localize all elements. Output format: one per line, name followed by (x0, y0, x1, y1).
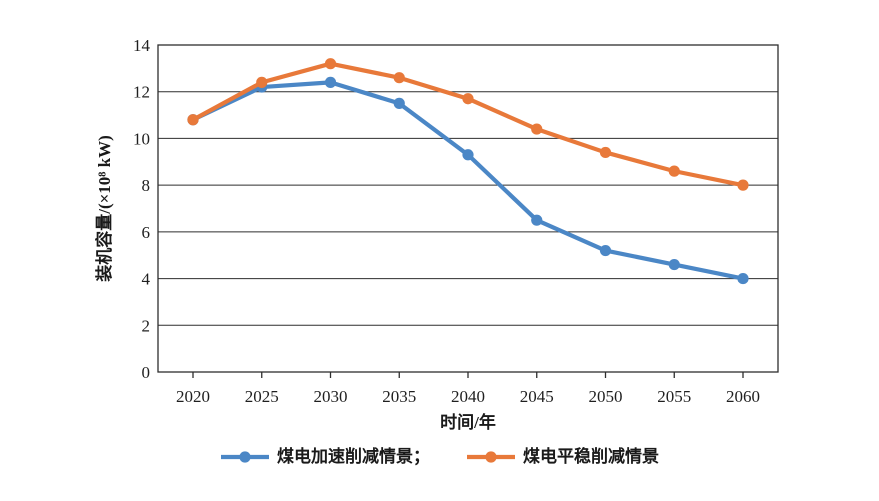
y-tick-label: 0 (142, 363, 151, 382)
data-point-accelerated-2055 (668, 258, 680, 271)
data-point-steady-2025 (256, 76, 268, 88)
legend-marker-accelerated (221, 450, 269, 463)
x-tick-label: 2055 (657, 387, 691, 406)
legend: 煤电加速削减情景； 煤电平稳削减情景 (0, 448, 879, 465)
x-tick-label: 2060 (726, 387, 760, 406)
x-axis-title: 时间/年 (440, 412, 496, 432)
y-tick-label: 14 (133, 36, 151, 55)
data-point-steady-2040 (462, 93, 474, 105)
plot-area: 2020 2025 2030 2035 2040 2045 2050 2055 2060 0 2 4 6… (94, 36, 779, 432)
x-tick-label: 2040 (451, 387, 485, 406)
y-tick-label: 6 (142, 223, 151, 242)
x-tick-label: 2025 (245, 387, 279, 406)
y-tick-label: 4 (142, 270, 151, 289)
legend-marker-steady (467, 450, 515, 463)
legend-label-accelerated: 煤电加速削减情景； (277, 447, 430, 466)
data-point-accelerated-2035 (393, 97, 405, 109)
data-point-steady-2020 (187, 114, 199, 126)
data-point-steady-2035 (393, 72, 405, 84)
x-tick-label: 2035 (382, 387, 416, 406)
series-line-steady (190, 61, 746, 188)
data-point-accelerated-2060 (737, 272, 749, 285)
x-tick-label: 2030 (314, 387, 348, 406)
y-tick-label: 2 (142, 316, 151, 335)
y-tick-label: 8 (142, 176, 151, 195)
legend-item-accelerated: 煤电加速削减情景； (220, 448, 430, 465)
legend-item-steady: 煤电平稳削减情景 (466, 448, 659, 465)
x-tick-label: 2050 (589, 387, 623, 406)
y-tick-label: 10 (133, 129, 150, 148)
series-line-accelerated (190, 80, 746, 281)
y-tick-label: 12 (133, 83, 150, 102)
data-point-steady-2060 (737, 179, 749, 191)
data-point-accelerated-2040 (462, 149, 474, 161)
data-point-steady-2055 (668, 165, 680, 177)
data-point-steady-2045 (531, 123, 543, 135)
y-axis-title: 装机容量/(×10⁸ kW) (94, 135, 114, 283)
data-point-accelerated-2050 (599, 244, 612, 257)
legend-label-steady: 煤电平稳削减情景 (523, 447, 659, 466)
x-tick-label: 2020 (176, 387, 210, 406)
data-point-steady-2030 (324, 58, 337, 70)
data-point-accelerated-2045 (531, 214, 543, 226)
x-tick-label: 2045 (520, 387, 554, 406)
data-point-accelerated-2030 (324, 76, 337, 88)
data-point-steady-2050 (599, 146, 612, 159)
